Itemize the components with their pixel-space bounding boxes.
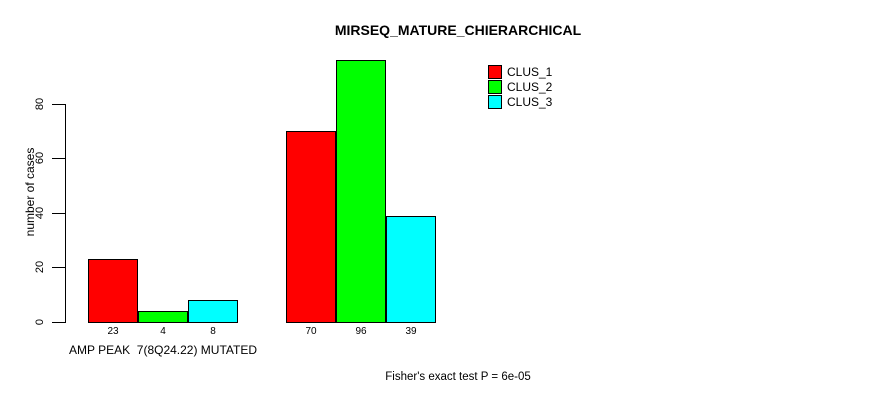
bar-clus_1-group2 (286, 130, 336, 323)
legend-row: CLUS_3 (488, 94, 552, 109)
chart-title: MIRSEQ_MATURE_CHIERARCHICAL (334, 22, 582, 38)
x-group-label: AMP PEAK 7(8Q24.22) MUTATED (68, 343, 258, 357)
bar-value-label: 39 (405, 326, 417, 337)
bar-clus_3-group1 (188, 300, 238, 323)
annotation-text: Fisher's exact test P = 6e-05 (385, 371, 531, 383)
legend-swatch-clus_3 (488, 94, 502, 109)
legend-swatch-clus_2 (488, 79, 502, 94)
bar-clus_1-group1 (88, 259, 138, 323)
y-tick (52, 322, 65, 323)
y-tick-label: 20 (34, 261, 46, 274)
y-tick (52, 103, 65, 105)
bar-value-label: 8 (210, 326, 216, 337)
legend-swatch-clus_1 (488, 64, 502, 79)
bar-clus_2-group1 (138, 311, 188, 323)
bar-value-label: 4 (160, 326, 166, 337)
bar-value-label: 70 (305, 326, 317, 337)
y-tick (52, 267, 65, 269)
bar-clus_3-group2 (386, 215, 436, 323)
y-tick-label: 40 (34, 206, 46, 219)
legend-row: CLUS_1 (488, 64, 552, 79)
y-tick-label: 80 (34, 97, 46, 110)
legend-label: CLUS_2 (507, 79, 553, 94)
bar-value-label: 23 (107, 326, 119, 337)
legend-label: CLUS_1 (507, 64, 553, 79)
legend-label: CLUS_3 (507, 94, 553, 109)
bar-value-label: 96 (355, 326, 367, 337)
y-tick-label: 60 (34, 152, 46, 165)
legend-row: CLUS_2 (488, 79, 552, 94)
y-tick (52, 158, 65, 160)
legend: CLUS_1 CLUS_2 CLUS_3 (488, 64, 552, 109)
y-tick (52, 212, 65, 214)
y-axis-line (65, 103, 66, 323)
bar-clus_2-group2 (336, 59, 386, 323)
y-tick-label: 0 (34, 318, 46, 326)
